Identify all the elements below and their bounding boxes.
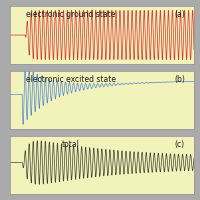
Text: (a): (a) xyxy=(174,10,185,19)
Text: electronic excited state: electronic excited state xyxy=(26,75,116,84)
Text: electronic ground state: electronic ground state xyxy=(26,10,115,19)
Text: (b): (b) xyxy=(174,75,185,84)
Text: (c): (c) xyxy=(175,140,185,149)
Text: total: total xyxy=(62,140,80,149)
